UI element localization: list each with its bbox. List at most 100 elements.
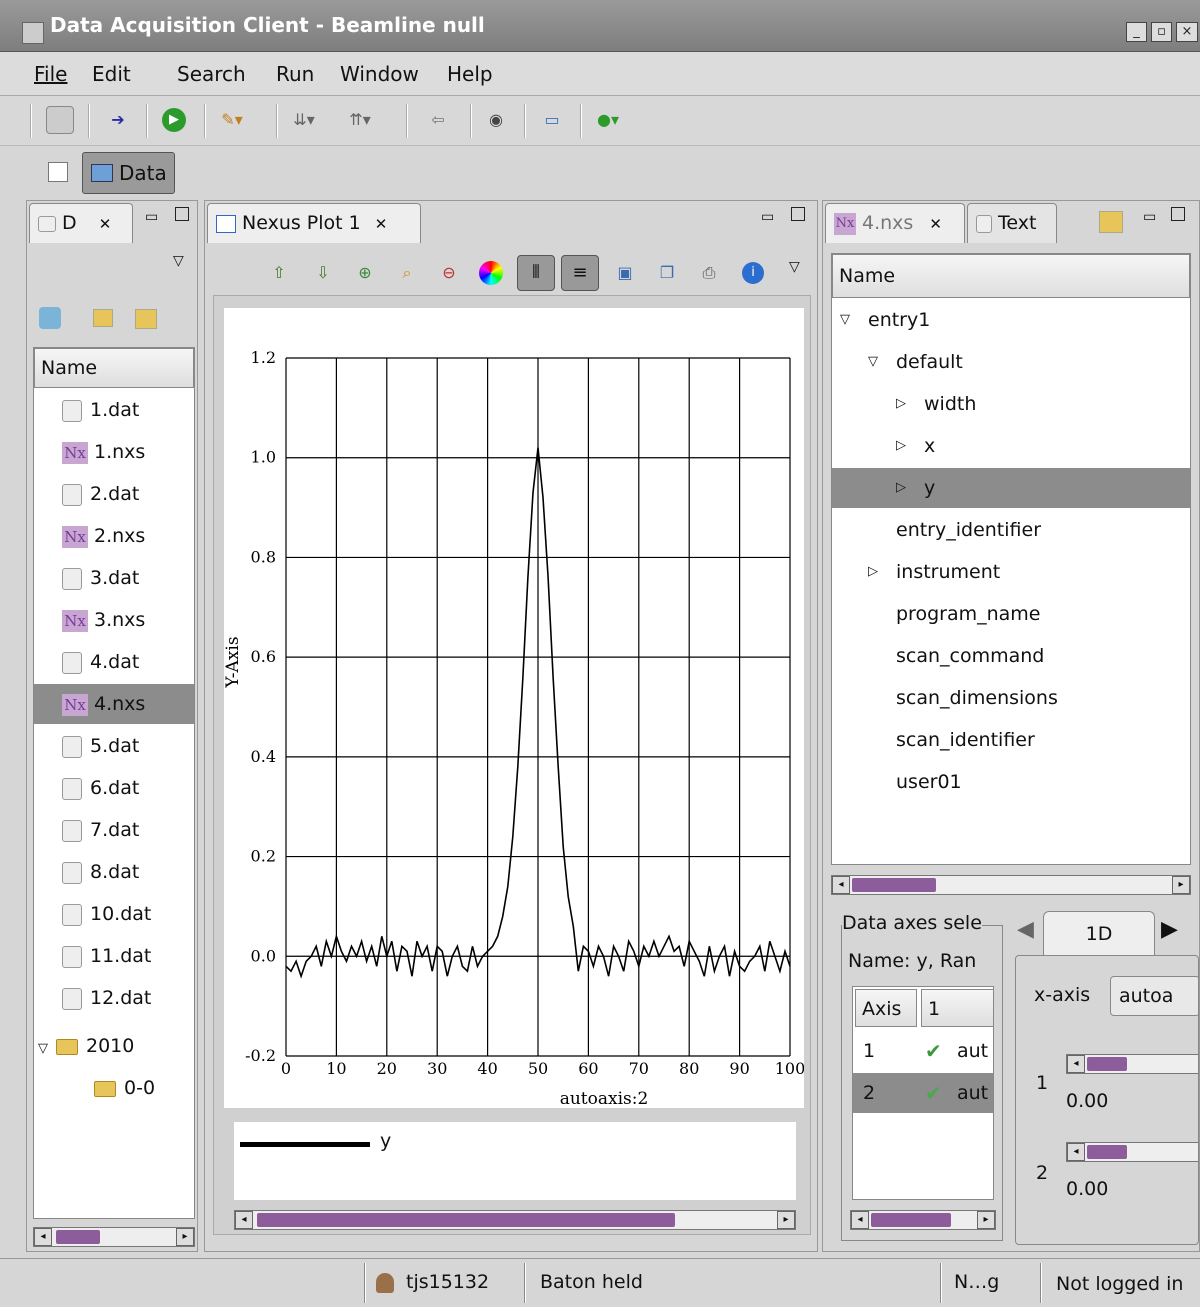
minimize-view-icon[interactable]: ▭: [1143, 209, 1157, 225]
close-tab-icon[interactable]: ✕: [98, 215, 112, 233]
zoom-in-icon[interactable]: ⊕: [358, 263, 372, 282]
tab-4-nxs[interactable]: Nx 4.nxs ✕: [825, 203, 965, 243]
scroll-left-icon[interactable]: ◂: [832, 876, 850, 894]
scroll-thumb[interactable]: [871, 1213, 951, 1227]
file-list-item[interactable]: 2.dat: [34, 474, 194, 514]
scroll-thumb[interactable]: [56, 1230, 100, 1244]
tree-node[interactable]: ▷ x: [832, 426, 1190, 466]
file-list-item[interactable]: 11.dat: [34, 936, 194, 976]
scroll-left-icon[interactable]: ◂: [851, 1211, 869, 1229]
zoom-magnify-icon[interactable]: ⌕: [402, 263, 412, 282]
nexus-column-header[interactable]: Name: [832, 254, 1190, 298]
scroll-thumb[interactable]: [852, 878, 936, 892]
view-menu-icon[interactable]: ▽: [173, 253, 184, 269]
tree-horizontal-scrollbar[interactable]: ◂ ▸: [831, 875, 1191, 895]
slider-2-thumb[interactable]: [1087, 1145, 1127, 1159]
info-icon[interactable]: i: [739, 259, 767, 287]
tab-1d[interactable]: 1D: [1043, 911, 1155, 955]
run-icon[interactable]: ▶: [160, 106, 188, 134]
binoculars-icon[interactable]: ◉: [489, 110, 503, 129]
tree-folder-0-0[interactable]: 0-0: [34, 1068, 194, 1108]
line-chart[interactable]: 0 10 20 30 40 50 60 70 80 90 100 -0.2 0.0 0.2 0.4 0.6 0.…: [224, 308, 804, 1108]
tree-node[interactable]: entry_identifier: [832, 510, 1190, 550]
x-axis-select[interactable]: autoa: [1110, 976, 1198, 1016]
plot-view-menu-icon[interactable]: ▽: [789, 259, 800, 275]
horizontal-grid-icon[interactable]: ≡: [561, 255, 599, 291]
tree-node[interactable]: ▷ instrument: [832, 552, 1190, 592]
tab-text[interactable]: Text: [967, 203, 1057, 243]
open-folder-icon[interactable]: ▭: [544, 110, 560, 129]
horizontal-scrollbar[interactable]: ◂ ▸: [33, 1227, 195, 1247]
expand-expander-icon[interactable]: ▷: [868, 564, 878, 579]
upload-icon[interactable]: ⇈▾: [349, 110, 371, 129]
axes-row-2[interactable]: 2 ✔ aut: [853, 1073, 993, 1113]
file-list-item[interactable]: Nx 4.nxs: [34, 684, 194, 724]
slider-1[interactable]: ◂: [1066, 1054, 1198, 1074]
plot-horizontal-scrollbar[interactable]: ◂ ▸: [234, 1210, 796, 1230]
file-list-item[interactable]: 10.dat: [34, 894, 194, 934]
color-wheel-icon[interactable]: [477, 259, 505, 287]
import-folder-icon[interactable]: [135, 309, 157, 329]
nexus-view-open-icon[interactable]: [1099, 211, 1123, 233]
back-icon[interactable]: ⇦: [431, 110, 445, 129]
collapse-expander-icon[interactable]: ▽: [38, 1041, 48, 1056]
zoom-out-icon[interactable]: ⊖: [442, 263, 456, 282]
close-tab-icon[interactable]: ✕: [929, 215, 942, 233]
file-list-item[interactable]: 5.dat: [34, 726, 194, 766]
scroll-right-icon[interactable]: ▸: [977, 1211, 995, 1229]
save-icon[interactable]: [46, 106, 74, 134]
slider-decrement-icon[interactable]: ◂: [1067, 1055, 1085, 1073]
file-list-item[interactable]: 6.dat: [34, 768, 194, 808]
export-up-icon[interactable]: ⇧: [272, 263, 286, 282]
tree-node[interactable]: program_name: [832, 594, 1190, 634]
file-list-item[interactable]: 3.dat: [34, 558, 194, 598]
expand-expander-icon[interactable]: ▷: [896, 480, 906, 495]
vertical-grid-icon[interactable]: ⦀: [517, 255, 555, 291]
export-down-icon[interactable]: ⇩: [316, 263, 330, 282]
file-list-item[interactable]: 8.dat: [34, 852, 194, 892]
file-list-item[interactable]: Nx 2.nxs: [34, 516, 194, 556]
file-column-header[interactable]: Name: [34, 348, 194, 388]
tree-node[interactable]: scan_identifier: [832, 720, 1190, 760]
collapse-expander-icon[interactable]: ▽: [868, 354, 878, 369]
scroll-thumb[interactable]: [257, 1213, 675, 1227]
menu-edit[interactable]: Edit: [92, 62, 131, 86]
data-perspective-button[interactable]: Data: [82, 152, 175, 194]
maximize-view-icon[interactable]: [175, 207, 189, 221]
pencil-icon[interactable]: ✎▾: [221, 110, 243, 129]
refresh-icon[interactable]: [39, 307, 61, 329]
axes-row-1[interactable]: 1 ✔ aut: [853, 1031, 993, 1071]
tree-folder-2010[interactable]: ▽ 2010: [34, 1026, 194, 1066]
scroll-right-icon[interactable]: ▸: [777, 1211, 795, 1229]
minimize-button[interactable]: _: [1126, 22, 1147, 42]
download-icon[interactable]: ⇊▾: [293, 110, 315, 129]
expand-expander-icon[interactable]: ▷: [896, 396, 906, 411]
tree-node[interactable]: ▷ y: [832, 468, 1190, 508]
axes-column-header-1[interactable]: 1: [921, 989, 993, 1027]
print-icon[interactable]: ⎙: [702, 263, 716, 282]
close-tab-icon[interactable]: ✕: [374, 215, 388, 233]
close-button[interactable]: ×: [1176, 22, 1198, 42]
tab-data-project[interactable]: D ✕: [29, 203, 133, 243]
file-list-item[interactable]: Nx 3.nxs: [34, 600, 194, 640]
file-list-item[interactable]: 1.dat: [34, 390, 194, 430]
tab-scroll-right-icon[interactable]: ▶: [1161, 917, 1178, 942]
connect-icon[interactable]: ●▾: [597, 110, 619, 129]
file-list-item[interactable]: 7.dat: [34, 810, 194, 850]
axes-horizontal-scrollbar[interactable]: ◂ ▸: [850, 1210, 996, 1230]
menu-search[interactable]: Search: [177, 62, 246, 86]
menu-file[interactable]: File: [34, 62, 68, 86]
maximize-view-icon[interactable]: [1171, 207, 1185, 221]
file-list-item[interactable]: 4.dat: [34, 642, 194, 682]
slider-2[interactable]: ◂: [1066, 1142, 1198, 1162]
scroll-right-icon[interactable]: ▸: [176, 1228, 194, 1246]
tree-node[interactable]: ▷ width: [832, 384, 1190, 424]
tree-node[interactable]: user01: [832, 762, 1190, 802]
slider-1-thumb[interactable]: [1087, 1057, 1127, 1071]
tree-node[interactable]: ▽ default: [832, 342, 1190, 382]
new-folder-icon[interactable]: [93, 309, 113, 327]
open-perspective-icon[interactable]: [48, 162, 68, 182]
monitor-icon[interactable]: ▣: [617, 263, 633, 282]
tab-scroll-left-icon[interactable]: ◀: [1017, 917, 1034, 942]
tree-node[interactable]: scan_dimensions: [832, 678, 1190, 718]
